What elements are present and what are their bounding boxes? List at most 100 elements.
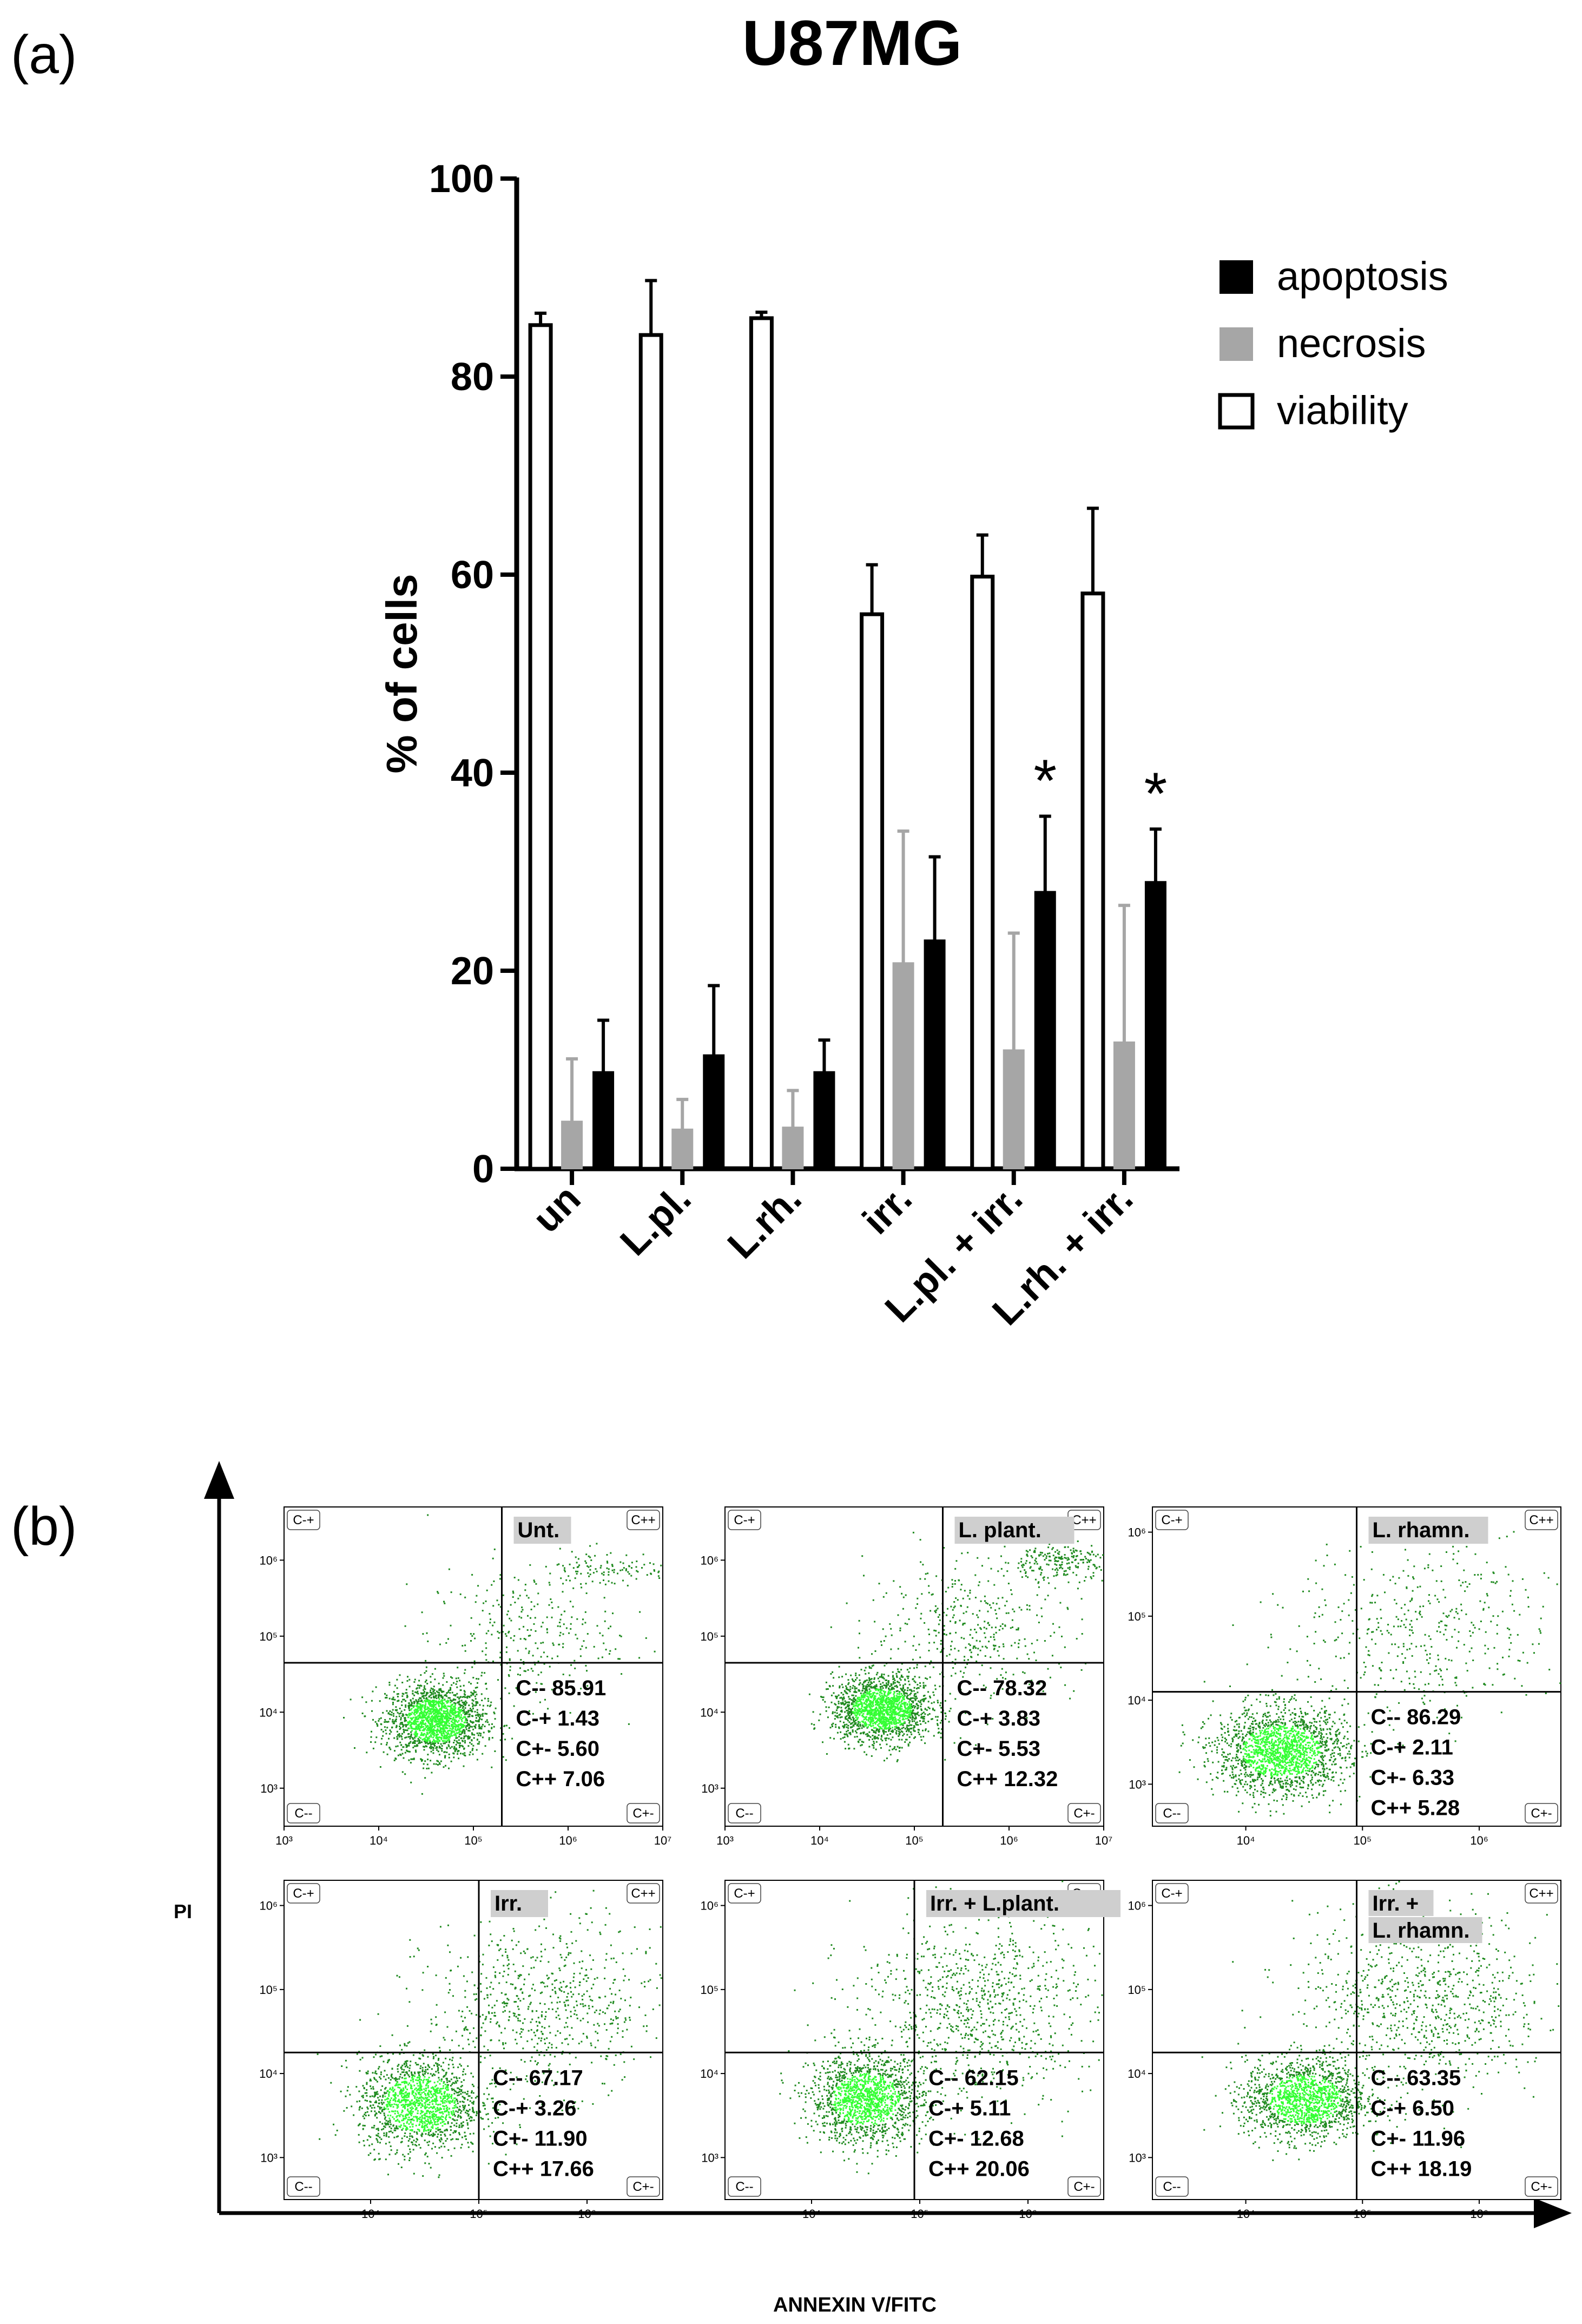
facs-y-tick-label: 10⁶ [1128,1899,1146,1913]
significance-asterisk: * [1033,748,1057,814]
quadrant-label-bottom-left: C-- [294,1806,312,1821]
bar-necrosis [671,1128,694,1170]
facs-x-tick-label: 10⁵ [1353,2207,1372,2221]
quadrant-label-bottom-right: C+- [632,2180,654,2194]
facs-quadrant-stat: C+- 11.96 [1371,2127,1466,2150]
quadrant-label-bottom-left: C-- [735,2180,753,2194]
facs-y-tick-label: 10⁵ [1128,1610,1146,1623]
facs-y-tick-label: 10⁵ [700,1983,719,1997]
pi-axis-arrowhead [204,1461,234,1499]
facs-y-tick-label: 10⁶ [1128,1526,1146,1539]
quadrant-label-box [728,1510,761,1530]
facs-quadrant-stat: C-- 78.32 [957,1676,1047,1700]
facs-title-highlight [513,1517,571,1544]
quadrant-label-box [627,1883,660,1904]
flow-cytometry-figure: PI ANNEXIN V/FITC C-+ C++ C-- C+- Unt. C-- 85.9… [174,1461,1572,2316]
quadrant-label-top-right: C++ [1529,1513,1553,1528]
facs-plot: C-+C++C--C+-Irr. + L.plant.C-- 62.15C-+ … [700,1880,1120,2221]
quadrant-label-box [1525,1803,1558,1823]
facs-plot-title: Irr. + L. rhamn. [1373,1892,1470,1943]
quadrant-label-bottom-left: C-- [735,1806,753,1821]
facs-title-highlight [1368,1517,1488,1544]
facs-plot-title-line: Irr. + [1373,1892,1419,1915]
facs-y-tick-label: 10³ [1129,2151,1146,2164]
quadrant-label-top-left: C-+ [293,1886,314,1901]
facs-y-tick-label: 10⁶ [259,1899,278,1913]
facs-x-tick-label: 10⁴ [1237,1834,1255,1847]
quadrant-label-box [287,1883,320,1904]
facs-plot-frame [284,1880,663,2200]
facs-y-tick-label: 10⁶ [700,1553,719,1567]
quadrant-label-box [287,2176,320,2197]
quadrant-label-box [1525,2176,1558,2197]
legend-swatch-viability [1218,393,1255,430]
y-tick-label: 100 [429,157,494,201]
x-tick-label: un [525,1177,589,1241]
bar-apoptosis [1144,881,1166,1170]
quadrant-label-bottom-right: C+- [1073,2180,1095,2194]
facs-y-tick-label: 10³ [1129,1777,1146,1791]
facs-events [1178,1518,1561,1816]
facs-x-tick-label: 10⁵ [464,1834,483,1847]
facs-quadrant-stat: C-+ 5.11 [928,2096,1011,2120]
facs-quadrant-stat: C+- 5.60 [516,1737,600,1761]
y-tick-label: 80 [451,355,494,399]
facs-events [317,1890,662,2178]
panel-a-label: (a) [11,24,77,85]
quadrant-label-top-left: C-+ [1161,1886,1182,1901]
facs-y-tick-label: 10⁴ [700,1706,719,1719]
facs-events [1201,1881,1560,2161]
quadrant-label-box [728,1883,761,1904]
facs-y-tick-label: 10⁵ [700,1630,719,1643]
facs-y-tick-label: 10³ [701,2151,719,2164]
facs-plot: C-+ C++ C-- C+- Irr. + L. rhamn. C-- 63.35 C-+ … [1128,1880,1561,2221]
bar-viability [638,333,663,1171]
facs-quadrant-stat: C++ 5.28 [1371,1796,1460,1820]
facs-quadrant-stat: C+- 5.53 [957,1737,1041,1761]
facs-y-tick-label: 10⁶ [259,1553,278,1567]
bar-apoptosis [924,939,946,1170]
facs-quadrant-stat: C-+ 2.11 [1371,1736,1453,1760]
facs-events-dense [1242,1724,1321,1777]
bar-apoptosis [813,1071,835,1170]
bar-necrosis [561,1121,583,1169]
facs-quadrant-stat: C++ 7.06 [516,1767,605,1791]
facs-x-tick-label: 10⁵ [470,2207,488,2221]
facs-quadrant-stat: C-- 67.17 [493,2066,583,2090]
facs-x-tick-label: 10⁵ [905,1834,924,1847]
facs-plot-title: Irr. [495,1892,522,1915]
quadrant-label-bottom-left: C-- [1163,1806,1181,1821]
legend-label-necrosis: necrosis [1277,321,1426,366]
facs-plot-title-line: L. rhamn. [1373,1919,1470,1943]
quadrant-label-box [1525,1883,1558,1904]
facs-plot: C-+ C++ C-- C+- L. plant. C-- 78.32 C-+ 3.83 C+… [700,1506,1112,1847]
facs-plot-title: Unt. [518,1518,560,1542]
legend-swatch-necrosis [1220,327,1253,361]
facs-events [779,1880,1103,2175]
facs-title-highlight [1368,1890,1434,1916]
facs-plot: C-+ C++ C-- C+- Irr. C-- 67.17 C-+ 3.26 C+- 11.… [259,1880,663,2221]
y-axis-label: % of cells [378,574,426,773]
facs-quadrant-stat: C++ 18.19 [1371,2157,1472,2181]
facs-plot-title: Irr. + L.plant. [930,1892,1059,1915]
quadrant-label-box [1525,1510,1558,1530]
facs-y-tick-label: 10⁵ [259,1630,278,1643]
facs-y-tick-label: 10⁵ [259,1983,278,1997]
facs-title-highlight [1368,1917,1482,1943]
facs-quadrant-stat: C++ 20.06 [928,2157,1030,2181]
quadrant-label-bottom-left: C-- [294,2180,312,2194]
quadrant-label-box [627,2176,660,2197]
bar-viability [970,575,995,1171]
facs-x-tick-label: 10³ [716,1834,734,1847]
y-tick-label: 60 [451,554,494,597]
x-tick-label: L.rh. [720,1177,810,1267]
quadrant-label-top-left: C-+ [734,1513,755,1528]
facs-quadrant-stat: C++ 12.32 [957,1767,1058,1791]
facs-plot-frame [284,1506,663,1827]
facs-x-tick-label: 10⁴ [1237,2207,1255,2221]
quadrant-label-box [1155,1510,1189,1530]
facs-x-tick-label: 10⁵ [1353,1834,1372,1847]
quadrant-label-box [1155,1803,1189,1823]
annexin-axis-arrowhead [1534,2198,1572,2228]
